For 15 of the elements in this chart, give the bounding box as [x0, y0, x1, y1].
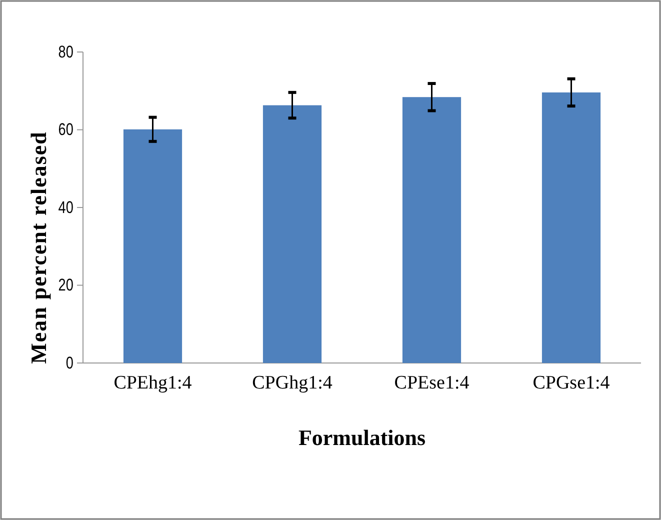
x-tick-label: CPEhg1:4 [114, 372, 192, 394]
bar [402, 97, 462, 363]
bar [542, 92, 601, 363]
x-axis-title: Formulations [298, 425, 426, 450]
y-tick-label: 80 [58, 43, 74, 62]
x-tick-label: CPGse1:4 [532, 372, 610, 394]
bar [262, 105, 322, 363]
bar [123, 129, 182, 363]
y-tick-label: 20 [58, 276, 74, 296]
x-tick-label: CPGhg1:4 [252, 372, 333, 394]
y-axis-title: Mean percent released [26, 131, 51, 364]
y-tick-label: 0 [66, 354, 74, 373]
y-tick-label: 40 [58, 198, 74, 218]
y-tick-label: 60 [58, 120, 74, 140]
x-tick-label: CPEse1:4 [394, 372, 470, 394]
